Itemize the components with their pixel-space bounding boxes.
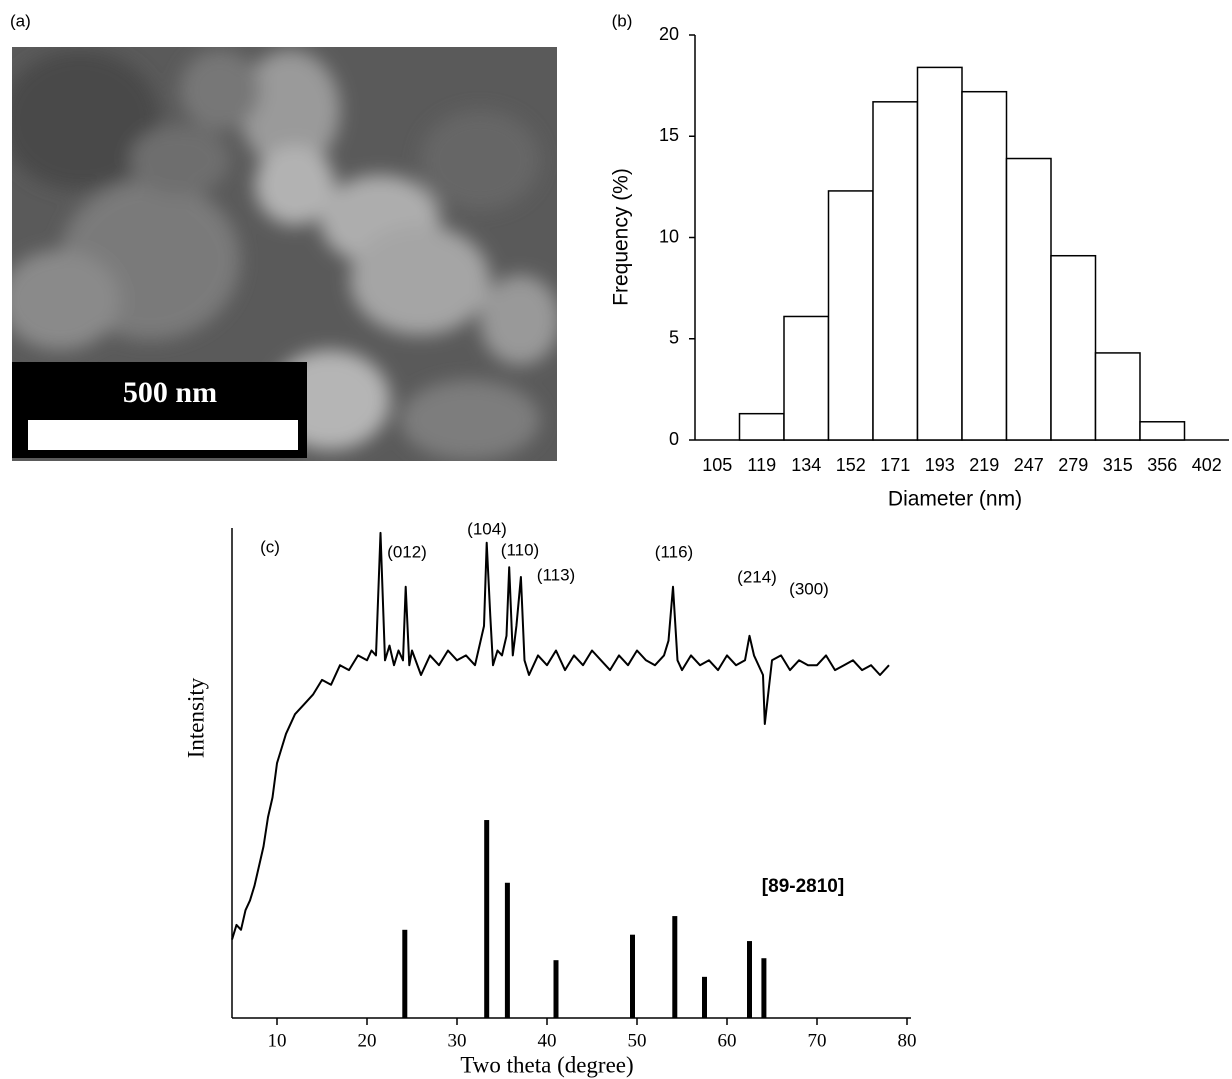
x-tick-label: 10	[268, 1030, 287, 1051]
x-tick-label: 356	[1147, 455, 1177, 475]
x-tick-label: 50	[628, 1030, 647, 1051]
bar	[738, 412, 785, 441]
reference-stick	[747, 941, 752, 1018]
x-tick-label: 80	[898, 1030, 917, 1051]
x-tick-label: 279	[1058, 455, 1088, 475]
panel-label: (c)	[260, 537, 280, 556]
reference-stick	[402, 929, 408, 1018]
reference-stick	[761, 958, 767, 1018]
reference-stick	[672, 916, 678, 1018]
x-axis-title: Diameter (nm)	[888, 488, 1022, 511]
y-tick-label: 20	[659, 24, 679, 44]
x-tick-label: 171	[880, 455, 910, 475]
peak-label: (214)	[737, 567, 777, 586]
reference-stick	[702, 976, 707, 1018]
y-tick-label: 15	[659, 125, 679, 145]
peak-label: (116)	[655, 542, 693, 561]
peak-label: (012)	[387, 542, 427, 561]
peak-label: (300)	[789, 579, 829, 598]
x-tick-label: 105	[702, 455, 732, 475]
x-tick-label: 20	[358, 1030, 377, 1051]
bar	[783, 315, 830, 441]
reference-stick	[504, 882, 510, 1018]
diffraction-line	[231, 531, 890, 940]
bar	[872, 101, 919, 441]
bar	[1050, 254, 1097, 441]
x-tick-label: 193	[925, 455, 955, 475]
x-tick-label: 70	[808, 1030, 827, 1051]
x-tick-label: 315	[1103, 455, 1133, 475]
sem-image	[12, 47, 557, 461]
x-tick-label: 40	[538, 1030, 557, 1051]
x-tick-label: 247	[1014, 455, 1044, 475]
x-tick-label: 60	[718, 1030, 737, 1051]
bar	[1005, 157, 1052, 441]
x-tick-label: 30	[448, 1030, 467, 1051]
y-axis-title: Frequency (%)	[610, 168, 633, 306]
peak-label: (113)	[537, 565, 575, 584]
bar	[961, 90, 1008, 441]
bar	[916, 66, 963, 441]
reference-label: [89-2810]	[762, 876, 844, 897]
reference-stick	[553, 960, 559, 1018]
bar	[1139, 421, 1186, 441]
x-tick-label: 134	[791, 455, 821, 475]
x-tick-label: 402	[1192, 455, 1222, 475]
peak-label: (110)	[501, 540, 539, 559]
reference-stick	[484, 820, 490, 1018]
x-axis-title: Two theta (degree)	[460, 1052, 633, 1077]
peak-label: (104)	[467, 519, 507, 538]
panel-label: (a)	[10, 11, 31, 30]
y-tick-label: 0	[669, 429, 679, 449]
y-axis-title: Intensity	[183, 677, 208, 758]
scale-bar-label: 500 nm	[123, 376, 217, 409]
y-tick-label: 10	[659, 226, 679, 246]
x-tick-label: 152	[836, 455, 866, 475]
y-tick-label: 5	[669, 328, 679, 348]
bar	[827, 190, 874, 441]
x-tick-label: 219	[969, 455, 999, 475]
x-tick-label: 119	[747, 455, 776, 475]
panel-label: (b)	[612, 11, 633, 30]
reference-stick	[630, 934, 635, 1018]
bar	[1094, 352, 1141, 441]
